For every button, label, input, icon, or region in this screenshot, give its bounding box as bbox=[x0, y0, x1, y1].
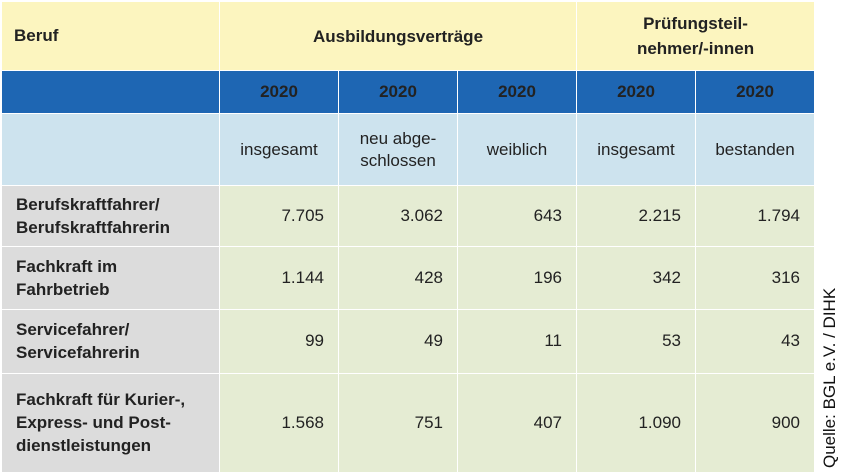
subheader-line: insgesamt bbox=[597, 139, 675, 159]
header-pruefungsteilnehmer: Prüfungsteil-nehmer/-innen bbox=[576, 0, 816, 72]
row-label: Servicefahrer/Servicefahrerin bbox=[1, 309, 220, 374]
value-cell: 428 bbox=[338, 245, 458, 311]
row-label-line: dienstleistungen bbox=[16, 436, 152, 456]
header-ausbildungsvertraege: Ausbildungsverträge bbox=[218, 0, 578, 72]
value-cell: 900 bbox=[695, 372, 816, 474]
value-cell: 196 bbox=[456, 245, 578, 311]
header-row-groups: Beruf Ausbildungsverträge Prüfungsteil-n… bbox=[1, 0, 816, 72]
subheader-blank-cell bbox=[1, 113, 220, 186]
year-cell: 2020 bbox=[456, 70, 578, 115]
row-label-line: Express- und Post- bbox=[16, 413, 171, 433]
year-blank-cell bbox=[1, 70, 220, 115]
year-cell: 2020 bbox=[695, 70, 816, 115]
row-label-line: Fachkraft im bbox=[16, 257, 118, 277]
row-label-line: Fahrbetrieb bbox=[16, 280, 110, 300]
value-cell: 1.794 bbox=[695, 184, 816, 248]
table-row: Fachkraft für Kurier-, Express- und Post-… bbox=[1, 372, 816, 474]
value-cell: 316 bbox=[695, 245, 816, 311]
subheader-insgesamt: insgesamt bbox=[219, 113, 339, 186]
table-row: Berufskraftfahrer/Berufskraftfahrerin 7.… bbox=[1, 184, 816, 248]
value-cell: 11 bbox=[456, 309, 578, 374]
value-cell: 3.062 bbox=[338, 184, 458, 248]
value-cell: 342 bbox=[576, 245, 697, 311]
year-cell: 2020 bbox=[219, 70, 339, 115]
row-label-line: Servicefahrerin bbox=[16, 343, 140, 363]
value-cell: 1.568 bbox=[219, 372, 339, 474]
value-cell: 43 bbox=[695, 309, 816, 374]
row-label: Berufskraftfahrer/Berufskraftfahrerin bbox=[1, 184, 220, 248]
value-cell: 49 bbox=[338, 309, 458, 374]
row-label-line: Servicefahrer/ bbox=[16, 320, 130, 340]
year-cell: 2020 bbox=[338, 70, 458, 115]
value-cell: 751 bbox=[338, 372, 458, 474]
subheader-line: neu abge- bbox=[359, 128, 437, 148]
header-row-years: 2020 2020 2020 2020 2020 bbox=[1, 70, 816, 115]
source-note: Quelle: BGL e.V. / DIHK bbox=[820, 287, 839, 468]
value-cell: 53 bbox=[576, 309, 697, 374]
header-pruefungsteilnehmer-line1: Prüfungsteil- bbox=[643, 14, 748, 34]
subheader-line: weiblich bbox=[486, 139, 548, 159]
year-cell: 2020 bbox=[576, 70, 697, 115]
row-label-line: Fachkraft für Kurier-, bbox=[16, 390, 186, 410]
statistics-table: Beruf Ausbildungsverträge Prüfungsteil-n… bbox=[1, 0, 816, 474]
value-cell: 1.090 bbox=[576, 372, 697, 474]
table-row: Fachkraft im Fahrbetrieb 1.144 428 196 34… bbox=[1, 245, 816, 311]
header-pruefungsteilnehmer-line2: nehmer/-innen bbox=[636, 39, 755, 59]
subheader-neu-abgeschlossen: neu abge-schlossen bbox=[338, 113, 458, 186]
subheader-line: insgesamt bbox=[240, 139, 318, 159]
value-cell: 407 bbox=[456, 372, 578, 474]
subheader-insgesamt-pruefung: insgesamt bbox=[576, 113, 697, 186]
row-label: Fachkraft für Kurier-, Express- und Post-… bbox=[1, 372, 220, 474]
subheader-bestanden: bestanden bbox=[695, 113, 816, 186]
table-row: Servicefahrer/Servicefahrerin 99 49 11 5… bbox=[1, 309, 816, 374]
value-cell: 1.144 bbox=[219, 245, 339, 311]
row-label-line: Berufskraftfahrer/ bbox=[16, 194, 160, 214]
subheader-line: bestanden bbox=[715, 139, 795, 159]
header-row-subheaders: insgesamt neu abge-schlossen weiblich in… bbox=[1, 113, 816, 186]
row-label: Fachkraft im Fahrbetrieb bbox=[1, 245, 220, 311]
subheader-weiblich: weiblich bbox=[456, 113, 578, 186]
value-cell: 2.215 bbox=[576, 184, 697, 248]
value-cell: 99 bbox=[219, 309, 339, 374]
row-label-line: Berufskraftfahrerin bbox=[16, 217, 170, 237]
subheader-line: schlossen bbox=[360, 150, 436, 170]
value-cell: 7.705 bbox=[219, 184, 339, 248]
header-beruf: Beruf bbox=[1, 0, 220, 72]
value-cell: 643 bbox=[456, 184, 578, 248]
